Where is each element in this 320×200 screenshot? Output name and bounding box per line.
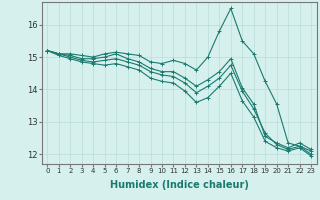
X-axis label: Humidex (Indice chaleur): Humidex (Indice chaleur) [110, 180, 249, 190]
